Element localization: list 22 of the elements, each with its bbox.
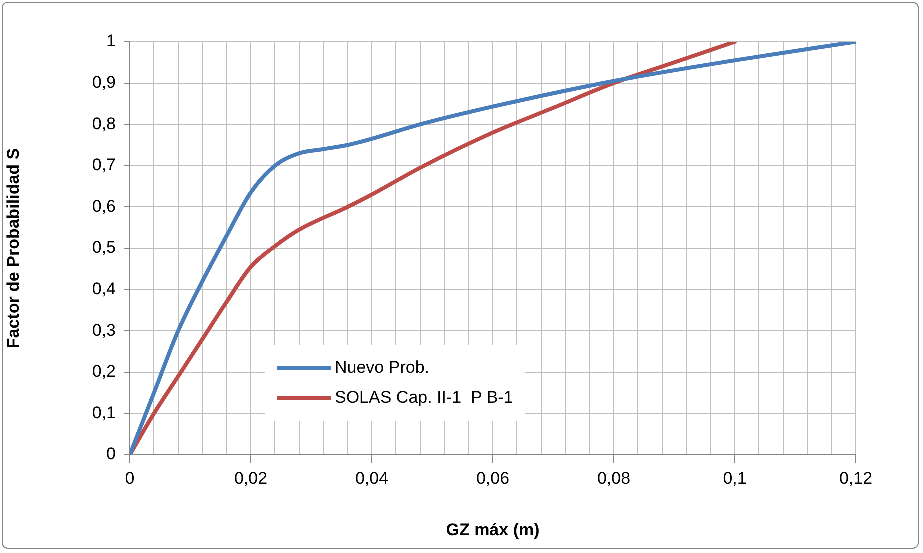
y-tick-label: 0,5: [92, 238, 116, 258]
y-axis-title: Factor de Probabilidad S: [4, 148, 23, 349]
legend-label: SOLAS Cap. II-1 P B-1: [335, 388, 514, 408]
legend-label: Nuevo Prob.: [335, 358, 430, 378]
y-tick-label: 0,1: [92, 403, 116, 422]
x-tick-label: 0,04: [355, 468, 389, 488]
y-tick-label: 0,3: [92, 320, 116, 340]
y-tick-label: 0,8: [92, 114, 116, 134]
x-tick-label: 0,08: [597, 468, 631, 488]
x-tick-label: 0,12: [839, 468, 873, 488]
x-tick-label: 0,1: [723, 468, 747, 488]
y-tick-label: 0,4: [92, 279, 116, 298]
x-axis-title: GZ máx (m): [446, 520, 540, 540]
y-tick-label: 1: [106, 32, 116, 51]
y-tick-label: 0,6: [92, 196, 116, 216]
y-tick-label: 0: [106, 444, 116, 464]
x-tick-label: 0,06: [476, 468, 510, 488]
y-tick-label: 0,7: [92, 156, 116, 175]
y-tick-label: 0,9: [92, 72, 116, 92]
x-tick-label: 0,02: [234, 468, 268, 488]
y-tick-label: 0,2: [92, 362, 116, 382]
x-tick-label: 0: [125, 468, 135, 488]
